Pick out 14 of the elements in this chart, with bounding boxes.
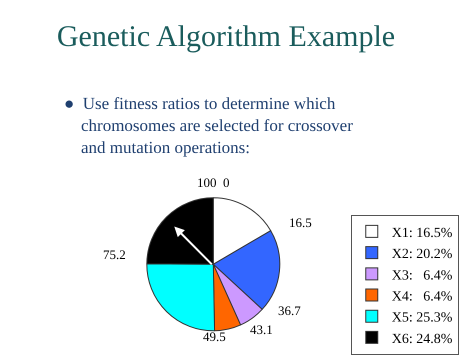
chart-title: Genetic Algorithm Example xyxy=(56,20,396,53)
text: 100 0 xyxy=(197,175,230,190)
text: 49.5 xyxy=(203,329,226,344)
text: 36.7 xyxy=(278,303,302,318)
legend-label: X5: 25.3% xyxy=(392,310,453,326)
legend-label: X4: 6.4% xyxy=(392,289,453,304)
legend-label: X6: 24.8% xyxy=(392,332,453,347)
legend-label: X2: 20.2% xyxy=(392,247,453,262)
legend-label: X1: 16.5% xyxy=(392,226,453,241)
legend-label: X3: 6.4% xyxy=(392,268,453,284)
chart-subtitle: ● Use fitness ratios to determine which chromosomes are selected for crossover and mutation operations: xyxy=(64,94,354,158)
text: 75.2 xyxy=(103,247,126,262)
text: 16.5 xyxy=(289,215,312,230)
text: 43.1 xyxy=(250,322,273,337)
